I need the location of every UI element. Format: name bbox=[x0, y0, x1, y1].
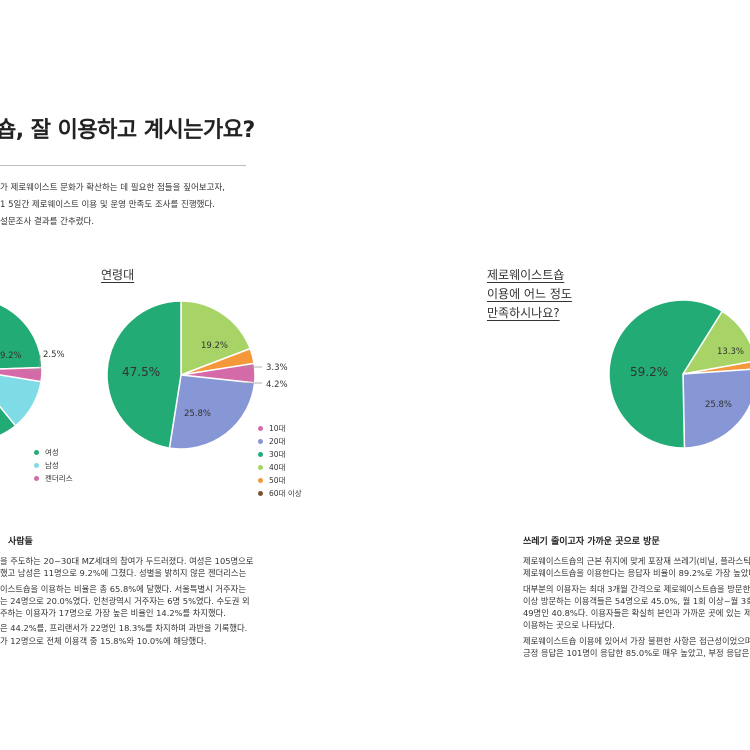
legend-swatch bbox=[258, 426, 263, 431]
legend-item: 젠더리스 bbox=[34, 472, 73, 485]
age-chart-title: 연령대 bbox=[101, 268, 135, 282]
legend-swatch bbox=[258, 491, 263, 496]
satisfaction-title-line: 이용에 어느 정도 bbox=[487, 287, 572, 301]
body-line: 가 12명으로 전체 이용객 중 15.8%와 10.0%에 해당했다. bbox=[0, 635, 207, 646]
body-line: 이용하는 곳으로 나타났다. bbox=[523, 620, 615, 631]
legend-label: 젠더리스 bbox=[45, 474, 73, 483]
satisfaction-chart-title: 제로웨이스트숍 이용에 어느 정도 만족하시나요? bbox=[487, 266, 572, 323]
label-leaders bbox=[30, 355, 262, 384]
legend-label: 10대 bbox=[269, 424, 286, 433]
age-pie bbox=[106, 300, 256, 450]
legend-item: 40대 bbox=[258, 461, 302, 474]
genderless-slice bbox=[0, 366, 43, 383]
legend-swatch bbox=[34, 463, 39, 468]
legend-swatch bbox=[258, 478, 263, 483]
legend-label: 30대 bbox=[269, 450, 286, 459]
age-40대-slice bbox=[180, 300, 252, 377]
legend-swatch bbox=[34, 450, 39, 455]
left-section-body: 을 주도하는 20~30대 MZ세대의 참여가 두드러졌다. 여성은 105명으… bbox=[0, 555, 253, 647]
body-line: 긍정 응답은 101명이 응답한 85.0%로 매우 높았고, 부정 응답은 2… bbox=[523, 648, 750, 659]
legend-swatch bbox=[258, 439, 263, 444]
body-line: 는 24명으로 20.0%였다. 인천광역시 거주자는 6명 5%였다. 수도권… bbox=[0, 595, 250, 606]
gender-pie bbox=[0, 303, 43, 437]
legend-item: 60대 이상 bbox=[258, 487, 302, 500]
satisfaction-pie bbox=[608, 299, 750, 449]
right-section-heading: 쓰레기 줄이고자 가까운 곳으로 방문 bbox=[523, 537, 660, 547]
legend-item: 30대 bbox=[258, 448, 302, 461]
body-line: 을 주도하는 20~30대 MZ세대의 참여가 두드러졌다. 여성은 105명으… bbox=[0, 556, 254, 566]
satisfied-somewhat-slice bbox=[681, 310, 750, 376]
intro-line: 가 제로웨이스트 문화가 확산하는 데 필요한 점들을 짚어보고자, bbox=[0, 183, 225, 193]
page-title: 숍, 잘 이용하고 계시는가요? bbox=[0, 118, 255, 143]
legend-label: 60대 이상 bbox=[269, 489, 302, 498]
body-line: 제로웨이스트숍을 이용한다는 응답자 비율이 89.2%로 가장 높았다. bbox=[523, 568, 750, 579]
female-slice bbox=[0, 303, 43, 437]
legend-swatch bbox=[258, 465, 263, 470]
satisfaction-title-line: 제로웨이스트숍 bbox=[487, 268, 565, 282]
legend-item: 여성 bbox=[34, 446, 73, 459]
leader-line bbox=[30, 355, 41, 371]
neutral-slice bbox=[682, 368, 750, 449]
data-label: 4.2% bbox=[266, 380, 288, 390]
legend-item: 20대 bbox=[258, 435, 302, 448]
data-label: 19.2% bbox=[201, 341, 229, 351]
data-label: 25.8% bbox=[184, 409, 212, 419]
age-30대-slice bbox=[106, 300, 182, 449]
body-line: 은 44.2%를, 프리랜서가 22명인 18.3%를 차지하며 과반을 기록했… bbox=[0, 623, 248, 634]
data-label: 13.3% bbox=[717, 347, 745, 357]
data-label: 2.5% bbox=[43, 350, 65, 360]
body-line: 대부분의 이용자는 최대 3개월 간격으로 제로웨이스트숍을 방문한다. bbox=[523, 583, 750, 594]
body-line: 49명인 40.8%다. 이용자들은 확실히 본인과 가까운 곳에 있는 제로웨 bbox=[523, 608, 750, 619]
intro-text: 가 제로웨이스트 문화가 확산하는 데 필요한 점들을 짚어보고자, 1 5일간… bbox=[0, 180, 225, 231]
body-line: 했고 남성은 11명으로 9.2%에 그쳤다. 성별을 밝히지 않은 젠더리스는 bbox=[0, 568, 247, 579]
body-line: 이상 방문하는 이용객들은 54명으로 45.0%, 월 1회 이상~월 3회 … bbox=[523, 595, 750, 606]
legend-item: 10대 bbox=[258, 422, 302, 435]
legend-swatch bbox=[258, 452, 263, 457]
left-section-heading: 사람들 bbox=[8, 537, 33, 547]
legend-item: 50대 bbox=[258, 474, 302, 487]
data-label: 25.8% bbox=[705, 400, 733, 410]
legend-label: 남성 bbox=[45, 461, 59, 470]
very-satisfied-slice bbox=[608, 299, 724, 449]
gender-legend: 여성 남성 젠더리스 bbox=[34, 446, 73, 485]
intro-line: 설문조사 결과를 간추렸다. bbox=[0, 217, 95, 227]
intro-line: 1 5일간 제로웨이스트 이용 및 운영 만족도 조사를 진행했다. bbox=[0, 200, 215, 210]
legend-label: 50대 bbox=[269, 476, 286, 485]
body-line: 제로웨이스트숍 이용에 있어서 가장 불편한 사항은 접근성이었으며, 전 bbox=[523, 635, 750, 646]
title-divider bbox=[0, 165, 246, 166]
right-section-body: 제로웨이스트숍의 근본 취지에 맞게 포장재 쓰레기(비닐, 플라스틱)를 제로… bbox=[523, 555, 750, 659]
body-line: 이스트숍을 이용하는 비율은 총 65.8%에 달했다. 서울특별시 거주자는 bbox=[0, 583, 246, 594]
legend-swatch bbox=[34, 476, 39, 481]
data-label: 59.2% bbox=[630, 365, 669, 379]
age-20대-slice bbox=[168, 374, 256, 450]
data-label: 47.5% bbox=[122, 365, 161, 379]
satisfaction-title-line: 만족하시나요? bbox=[487, 306, 560, 320]
age-legend: 10대 20대 30대 40대 50대 60대 이상 bbox=[258, 422, 302, 500]
legend-label: 20대 bbox=[269, 437, 286, 446]
legend-label: 여성 bbox=[45, 448, 59, 457]
body-line: 주하는 이용자가 17명으로 가장 높은 비율인 14.2%를 차지했다. bbox=[0, 608, 226, 619]
legend-label: 40대 bbox=[269, 463, 286, 472]
body-line: 제로웨이스트숍의 근본 취지에 맞게 포장재 쓰레기(비닐, 플라스틱)를 bbox=[523, 556, 750, 566]
data-label: 9.2% bbox=[0, 351, 22, 361]
legend-item: 남성 bbox=[34, 459, 73, 472]
data-label: 3.3% bbox=[266, 363, 288, 373]
